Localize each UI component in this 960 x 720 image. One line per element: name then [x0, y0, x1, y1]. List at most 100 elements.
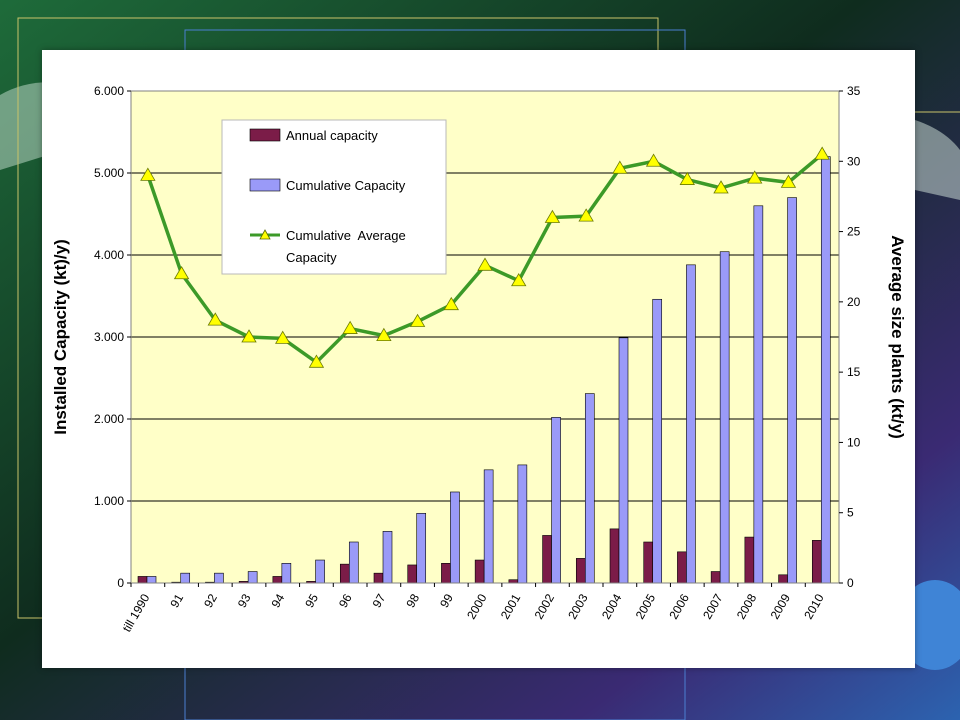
bar-cumulative-capacity [686, 264, 696, 584]
legend-label-cumulative: Cumulative Capacity [286, 178, 406, 193]
bar-annual-capacity [744, 536, 755, 584]
x-tick-label: 96 [336, 591, 355, 610]
x-tick-label: 2001 [498, 591, 524, 621]
x-tick-label: till 1990 [120, 591, 153, 634]
bar-cumulative-capacity [416, 512, 427, 584]
left-tick-label: 4.000 [94, 248, 124, 262]
right-tick-label: 30 [847, 154, 861, 168]
line-marker-triangle [747, 170, 763, 184]
legend-label-average-2: Capacity [286, 250, 337, 265]
right-tick-label: 10 [847, 435, 861, 449]
right-tick-label: 20 [847, 295, 861, 309]
slide-swoosh-shape-2 [915, 120, 960, 200]
bar-annual-capacity [811, 540, 822, 584]
bar-series [137, 156, 831, 584]
x-tick-label: 94 [269, 591, 288, 610]
line-marker-triangle [645, 153, 662, 167]
left-tick-label: 1.000 [94, 494, 124, 508]
line-marker-triangle [578, 208, 594, 222]
line-marker-triangle [308, 354, 325, 368]
x-tick-label: 95 [302, 591, 321, 610]
chart-panel: 0 1.000 2.000 3.000 4.000 5.000 6.000 0 5 10 15 20… [42, 50, 915, 668]
line-marker-triangle [544, 209, 561, 223]
bar-annual-capacity [137, 576, 148, 584]
left-tick-label: 5.000 [94, 166, 124, 180]
legend-swatch-annual [249, 128, 281, 142]
right-axis-title: Average size plants (kt/y) [888, 235, 907, 438]
bar-cumulative-capacity [247, 571, 258, 584]
bar-cumulative-capacity [146, 576, 157, 584]
x-tick-label: 2008 [734, 591, 760, 621]
right-tick-label: 15 [847, 365, 861, 379]
bar-annual-capacity [373, 572, 384, 584]
bar-annual-capacity [710, 571, 721, 584]
left-axis-ticks: 0 1.000 2.000 3.000 4.000 5.000 6.000 [94, 84, 131, 590]
x-tick-label: 2005 [633, 591, 659, 621]
bar-annual-capacity [575, 558, 586, 584]
bar-cumulative-capacity [719, 251, 730, 584]
legend-marker-triangle [259, 229, 271, 240]
left-tick-label: 0 [117, 576, 124, 590]
x-axis-ticks: till 1990 91 92 93 94 95 96 97 98 99 2000 2001 2002 2… [120, 583, 827, 634]
bar-cumulative-capacity [450, 491, 460, 584]
bar-annual-capacity [441, 563, 451, 584]
line-marker-triangle [173, 265, 190, 280]
bar-cumulative-capacity [348, 541, 359, 584]
left-axis-title: Installed Capacity (kt)/y) [51, 239, 70, 435]
bar-cumulative-capacity [618, 337, 629, 584]
bar-cumulative-capacity [584, 393, 595, 584]
left-tick-label: 3.000 [94, 330, 124, 344]
bar-cumulative-capacity [315, 559, 325, 584]
bar-cumulative-capacity [652, 298, 663, 584]
combo-chart: 0 1.000 2.000 3.000 4.000 5.000 6.000 0 5 10 15 20… [51, 84, 907, 634]
bar-cumulative-capacity [180, 572, 191, 584]
x-tick-label: 2010 [801, 591, 827, 621]
x-tick-label: 2006 [666, 591, 692, 621]
line-marker-triangle [612, 160, 628, 174]
bar-cumulative-capacity [483, 469, 494, 584]
bar-annual-capacity [643, 541, 654, 584]
line-marker-triangle [713, 180, 729, 194]
x-tick-label: 2003 [565, 591, 591, 621]
legend-swatch-cumulative [249, 178, 281, 192]
bar-annual-capacity [272, 576, 283, 584]
x-tick-label: 91 [167, 591, 186, 610]
bar-cumulative-capacity [787, 197, 797, 584]
bar-annual-capacity [677, 551, 687, 584]
x-tick-label: 2002 [532, 591, 558, 621]
x-tick-label: 97 [370, 591, 389, 610]
bar-cumulative-capacity [517, 464, 528, 584]
legend-label-annual: Annual capacity [286, 128, 378, 143]
bar-cumulative-capacity [281, 563, 292, 584]
line-marker-triangle [814, 146, 830, 160]
line-marker-triangle [780, 174, 797, 188]
line-marker-triangle [275, 330, 291, 344]
bar-annual-capacity [778, 574, 788, 584]
left-tick-label: 2.000 [94, 412, 124, 426]
line-series [140, 146, 830, 368]
bar-annual-capacity [474, 559, 485, 584]
x-tick-label: 93 [235, 591, 254, 610]
x-tick-label: 92 [201, 591, 220, 610]
bar-annual-capacity [407, 564, 418, 584]
x-tick-label: 2007 [700, 591, 726, 621]
line-marker-triangle [679, 171, 695, 185]
x-tick-label: 98 [403, 591, 422, 610]
right-tick-label: 0 [847, 576, 854, 590]
right-tick-label: 35 [847, 84, 861, 98]
legend-label-average-1: Cumulative Average [286, 228, 406, 243]
x-tick-label: 2004 [599, 591, 625, 621]
line-marker-triangle [140, 167, 156, 181]
line-marker-triangle [376, 327, 392, 341]
line-marker-triangle [443, 296, 459, 311]
line-marker-triangle [409, 313, 426, 327]
bar-cumulative-capacity [820, 156, 831, 584]
legend-box [221, 119, 447, 275]
x-tick-label: 99 [437, 591, 456, 610]
bar-annual-capacity [339, 563, 350, 584]
line-marker-triangle [342, 320, 358, 334]
left-tick-label: 6.000 [94, 84, 124, 98]
right-tick-label: 5 [847, 506, 854, 520]
bar-cumulative-capacity [214, 572, 224, 584]
bar-cumulative-capacity [753, 205, 764, 584]
